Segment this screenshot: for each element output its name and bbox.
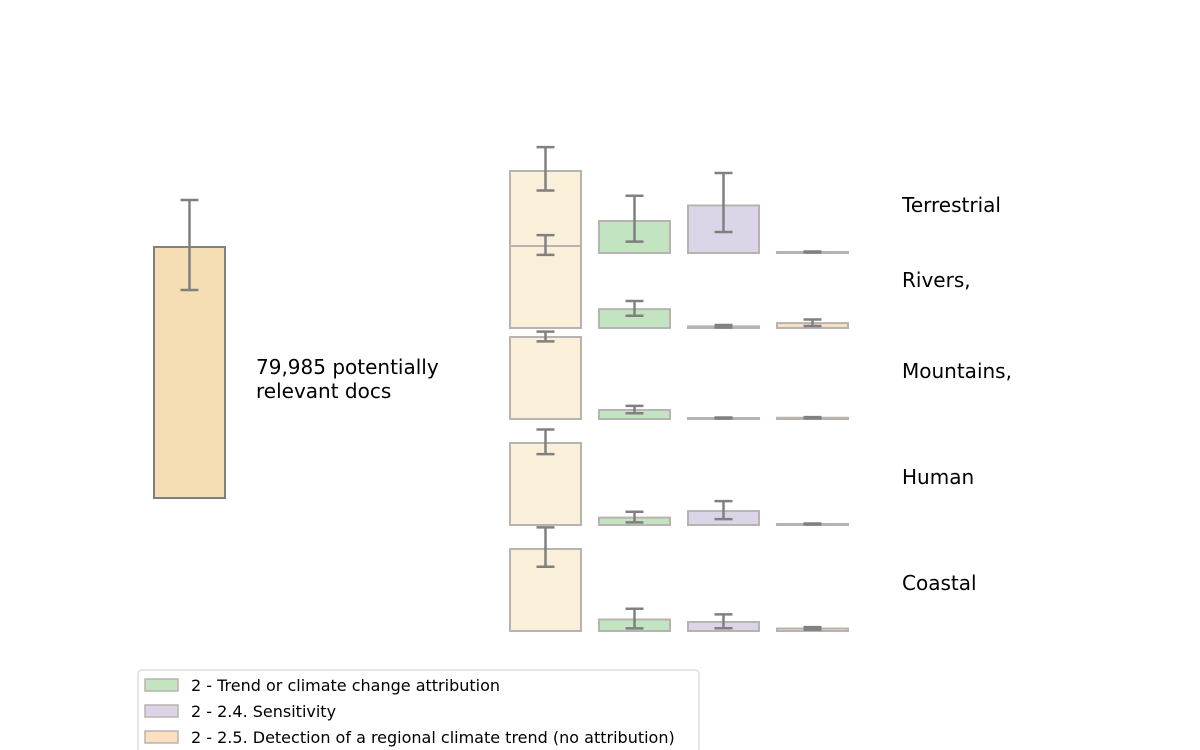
row-label-3: Human: [902, 465, 974, 489]
legend-label-2: 2 - 2.5. Detection of a regional climate…: [191, 728, 675, 747]
row-human: Human: [509, 428, 974, 526]
row-terrestrial: Terrestrial: [509, 145, 1001, 255]
error-bar-1-1: [625, 299, 644, 318]
error-bar-1-0: [536, 233, 555, 257]
error-bar-0-3: [803, 250, 822, 254]
legend-label-0: 2 - Trend or climate change attribution: [191, 676, 500, 695]
error-bar-3-2: [714, 499, 733, 521]
error-bar-4-1: [625, 607, 644, 630]
error-bar-2-0: [536, 330, 555, 343]
error-bar-3-1: [625, 510, 644, 524]
row-coastal: Coastal: [509, 526, 977, 633]
row-label-4: Coastal: [902, 571, 977, 595]
error-bar-4-2: [714, 613, 733, 630]
error-bar-1-2: [714, 323, 733, 329]
error-bar-2-3: [803, 415, 822, 420]
error-bar-1-3: [803, 318, 822, 328]
legend-frame: [137, 669, 700, 750]
bar-1-0: [509, 245, 582, 329]
row-mountains: Mountains,: [509, 330, 1012, 421]
category-panels: Terrestrial Rivers, Mountains, Human Coastal: [509, 145, 1012, 633]
row-rivers: Rivers,: [509, 233, 971, 330]
legend-label-1: 2 - 2.4. Sensitivity: [191, 702, 336, 721]
row-label-1: Rivers,: [902, 268, 971, 292]
total-docs-panel: [153, 198, 226, 499]
total-annotation-line2: relevant docs: [256, 379, 391, 403]
error-bar-2-2: [714, 416, 733, 420]
legend: 2 - Trend or climate change attribution 2…: [137, 669, 700, 750]
row-label-2: Mountains,: [902, 359, 1012, 383]
error-bar-4-0: [536, 526, 555, 568]
error-bar-3-0: [536, 428, 555, 456]
row-label-0: Terrestrial: [901, 193, 1001, 217]
legend-swatch-1: [144, 704, 179, 718]
legend-swatch-2: [144, 730, 179, 744]
error-bar-3-3: [803, 522, 822, 526]
error-bar-0-1: [625, 194, 644, 243]
total-annotation-line1: 79,985 potentially: [256, 355, 439, 379]
error-bar-4-3: [803, 625, 822, 631]
total-error-bar: [180, 198, 199, 292]
error-bar-2-1: [625, 404, 644, 415]
bar-3-0: [509, 442, 582, 526]
legend-swatch-0: [144, 678, 179, 692]
bar-2-0: [509, 336, 582, 420]
error-bar-0-2: [714, 171, 733, 234]
error-bar-0-0: [536, 145, 555, 192]
